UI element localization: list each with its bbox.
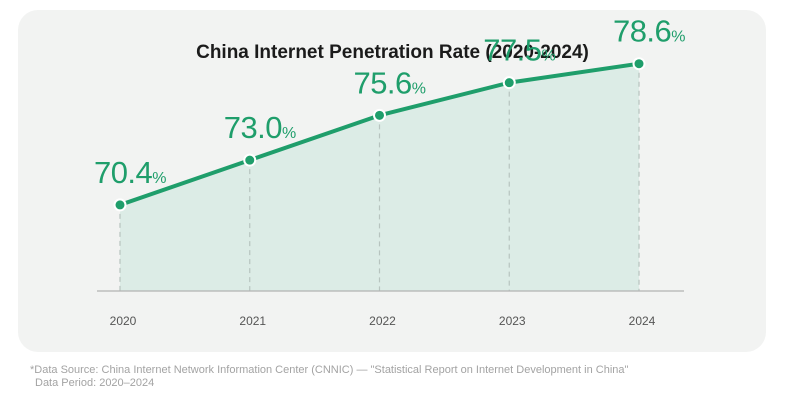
data-point-2024 <box>632 57 646 71</box>
footnote-source: *Data Source: China Internet Network Inf… <box>30 364 629 376</box>
data-point-2021 <box>243 153 257 167</box>
x-tick-label-2020: 2020 <box>110 314 137 328</box>
x-tick-labels-group: 2020 2021 2022 2023 2024 <box>110 314 656 328</box>
chart-title: China Internet Penetration Rate (2020-20… <box>196 42 589 63</box>
data-label-unit: % <box>282 125 296 142</box>
data-point-2023 <box>502 76 516 90</box>
data-point-2022 <box>373 108 386 122</box>
footnote: *Data Source: China Internet Network Inf… <box>30 364 628 390</box>
data-label-2020: 70.4% <box>94 155 166 190</box>
data-label-unit: % <box>671 29 685 46</box>
data-label-value: 75.6 <box>353 65 411 100</box>
x-tick-label-2022: 2022 <box>369 314 396 328</box>
data-label-value: 70.4 <box>94 155 153 190</box>
data-label-unit: % <box>542 48 556 65</box>
data-label-value: 78.6 <box>613 14 671 49</box>
footnote-period: Data Period: 2020–2024 <box>35 377 155 389</box>
drop-lines-group <box>119 63 640 291</box>
data-label-unit: % <box>152 170 166 187</box>
data-points-group <box>113 57 646 212</box>
data-label-value: 73.0 <box>224 110 283 145</box>
data-point-2020 <box>113 198 127 212</box>
data-label-2022: 75.6% <box>353 65 425 100</box>
data-label-unit: % <box>412 80 426 97</box>
line-area-chart: 70.4%73.0%75.6%77.5%78.6% 2020 2021 2022 20… <box>94 14 686 328</box>
data-label-value: 77.5 <box>483 33 541 68</box>
x-tick-label-2021: 2021 <box>239 314 266 328</box>
x-tick-label-2024: 2024 <box>629 314 656 328</box>
data-label-2023: 77.5% <box>483 33 555 68</box>
data-label-2021: 73.0% <box>224 110 296 145</box>
x-tick-label-2023: 2023 <box>499 314 526 328</box>
data-labels-group: 70.4%73.0%75.6%77.5%78.6% <box>94 14 686 190</box>
data-label-2024: 78.6% <box>613 14 685 49</box>
